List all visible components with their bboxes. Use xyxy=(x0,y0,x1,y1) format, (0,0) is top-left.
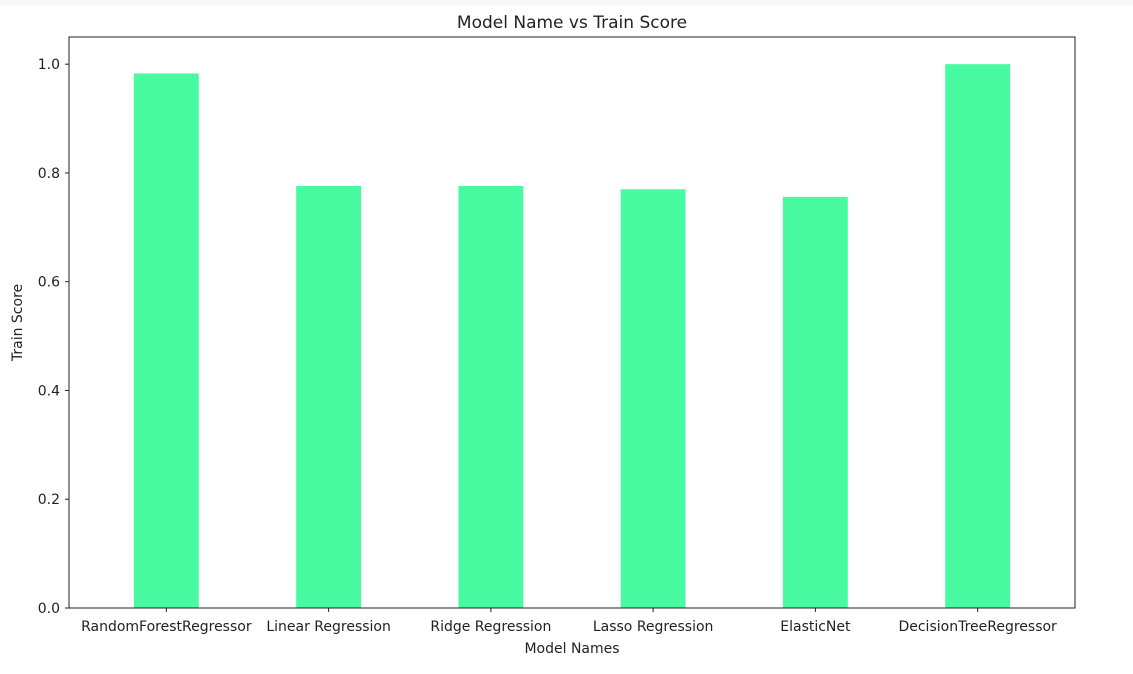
y-tick-label: 0.6 xyxy=(38,275,60,291)
bar-lasso-regression xyxy=(620,189,686,608)
bar-decisiontreeregressor xyxy=(945,64,1011,608)
x-tick-label: Linear Regression xyxy=(266,619,391,635)
x-tick-label: ElasticNet xyxy=(780,619,851,635)
y-tick-label: 0.2 xyxy=(38,492,60,508)
bar-linear-regression xyxy=(296,186,362,608)
y-tick-label: 1.0 xyxy=(38,57,60,73)
x-tick-label: Ridge Regression xyxy=(430,619,551,635)
y-tick-label: 0.8 xyxy=(38,166,60,182)
y-tick-label: 0.0 xyxy=(38,601,60,617)
bar-ridge-regression xyxy=(458,186,524,608)
y-ticks: 0.0 0.2 0.4 0.6 0.8 1.0 xyxy=(38,57,69,617)
plot-frame xyxy=(68,36,1076,609)
x-tick-label: Lasso Regression xyxy=(593,619,714,635)
bar-elasticnet xyxy=(782,196,848,608)
top-strip xyxy=(0,0,1133,6)
x-tick-label: RandomForestRegressor xyxy=(81,619,252,635)
y-tick-label: 0.4 xyxy=(38,383,60,399)
x-tick-label: DecisionTreeRegressor xyxy=(898,619,1057,635)
y-axis-title: Train Score xyxy=(10,284,26,362)
x-ticks: RandomForestRegressor Linear Regression Ri… xyxy=(81,608,1057,635)
x-axis-title: Model Names xyxy=(524,641,619,657)
bars-group xyxy=(133,64,1011,608)
bar-randomforestregressor xyxy=(133,73,199,608)
chart-title: Model Name vs Train Score xyxy=(457,13,687,33)
